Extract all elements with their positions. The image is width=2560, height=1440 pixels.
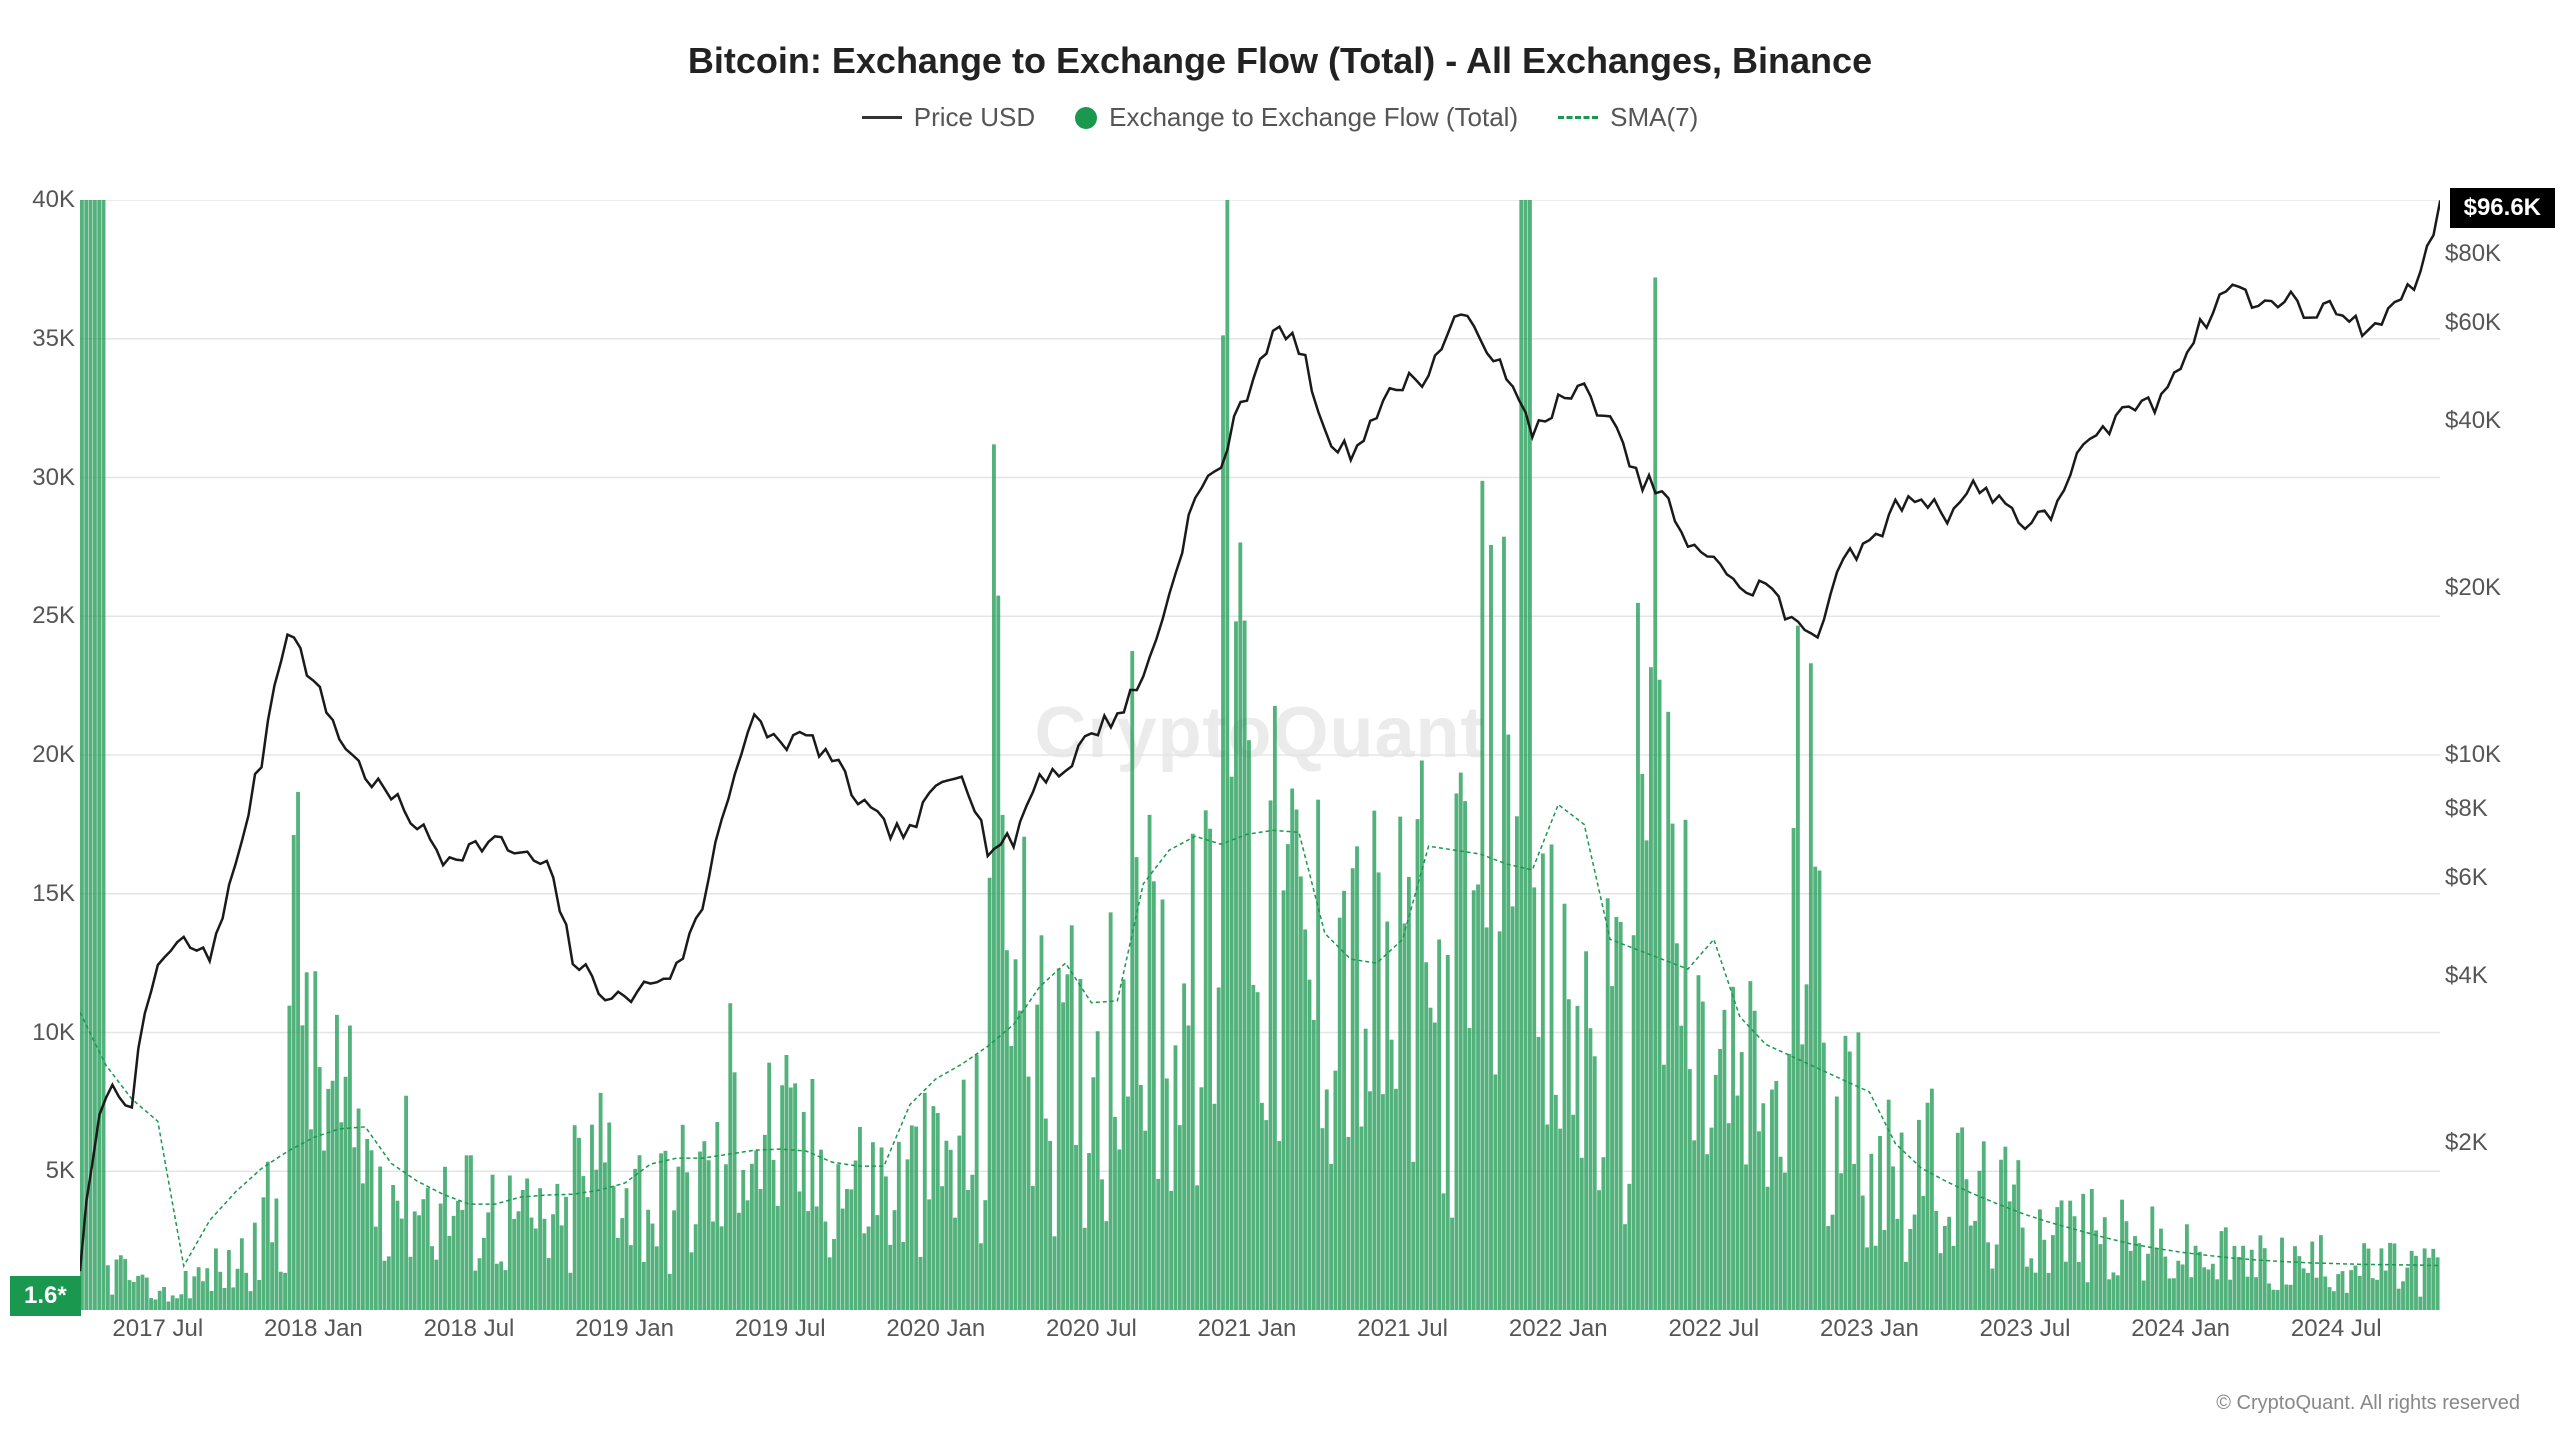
x-tick: 2018 Jan (264, 1315, 363, 1343)
y-axis-right: $2K $4K $6K $8K $10K $20K $40K $60K $80K (2445, 200, 2555, 1310)
x-tick: 2020 Jan (886, 1315, 985, 1343)
y-left-tick: 5K (46, 1157, 75, 1185)
copyright: © CryptoQuant. All rights reserved (2216, 1392, 2520, 1415)
y-left-tick: 25K (32, 602, 75, 630)
x-tick: 2021 Jan (1198, 1315, 1297, 1343)
y-right-tick: $8K (2445, 795, 2488, 823)
legend-line-icon (862, 116, 902, 119)
y-right-tick: $80K (2445, 240, 2501, 268)
x-tick: 2020 Jul (1046, 1315, 1137, 1343)
chart-container: Bitcoin: Exchange to Exchange Flow (Tota… (0, 0, 2560, 1440)
legend-flow-label: Exchange to Exchange Flow (Total) (1109, 102, 1518, 133)
chart-legend: Price USD Exchange to Exchange Flow (Tot… (0, 102, 2560, 133)
chart-plot-area: CryptoQuant 5K10K15K20K25K30K35K40K $2K$… (80, 200, 2440, 1310)
flow-badge: 1.6* (10, 1276, 81, 1316)
legend-price-label: Price USD (914, 102, 1035, 133)
y-left-tick: 40K (32, 186, 75, 214)
x-tick: 2021 Jul (1357, 1315, 1448, 1343)
x-tick: 2022 Jul (1668, 1315, 1759, 1343)
x-axis: 2017 Jul 2018 Jan 2018 Jul 2019 Jan 2019 Jul… (80, 1315, 2440, 1355)
y-right-tick: $4K (2445, 962, 2488, 990)
legend-price: Price USD (862, 102, 1035, 133)
y-right-tick: $10K (2445, 741, 2501, 769)
plot-svg (80, 200, 2440, 1310)
x-tick: 2024 Jan (2131, 1315, 2230, 1343)
legend-dash-icon (1558, 116, 1598, 119)
chart-title: Bitcoin: Exchange to Exchange Flow (Tota… (0, 0, 2560, 82)
x-tick: 2022 Jan (1509, 1315, 1608, 1343)
plot-svg-wrap (80, 200, 2440, 1310)
legend-flow: Exchange to Exchange Flow (Total) (1075, 102, 1518, 133)
x-tick: 2024 Jul (2291, 1315, 2382, 1343)
x-tick: 2023 Jul (1980, 1315, 2071, 1343)
y-right-tick: $60K (2445, 309, 2501, 337)
y-left-tick: 15K (32, 880, 75, 908)
y-left-tick: 20K (32, 741, 75, 769)
y-right-tick: $6K (2445, 864, 2488, 892)
y-right-tick: $40K (2445, 407, 2501, 435)
legend-dot-icon (1075, 107, 1097, 129)
x-tick: 2023 Jan (1820, 1315, 1919, 1343)
price-badge: $96.6K (2450, 188, 2555, 228)
x-tick: 2018 Jul (424, 1315, 515, 1343)
y-left-tick: 35K (32, 325, 75, 353)
y-left-tick: 10K (32, 1019, 75, 1047)
x-tick: 2019 Jul (735, 1315, 826, 1343)
y-right-tick: $20K (2445, 574, 2501, 602)
x-tick: 2017 Jul (112, 1315, 203, 1343)
legend-sma-label: SMA(7) (1610, 102, 1698, 133)
y-axis-left: 5K10K15K20K25K30K35K40K (15, 200, 75, 1310)
legend-sma: SMA(7) (1558, 102, 1698, 133)
x-tick: 2019 Jan (575, 1315, 674, 1343)
y-right-tick: $2K (2445, 1129, 2488, 1157)
y-left-tick: 30K (32, 464, 75, 492)
